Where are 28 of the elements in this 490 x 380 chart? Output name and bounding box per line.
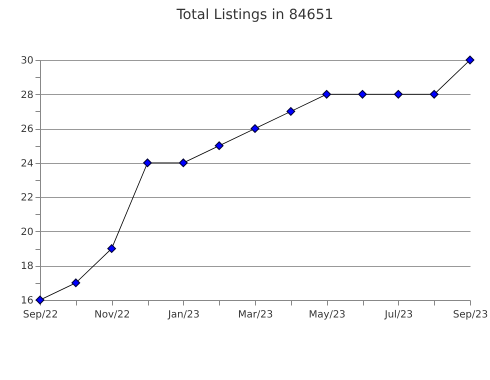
point (214, 141, 224, 150)
x-tick-label: Jul/23 (384, 310, 413, 320)
y-tick-label: 28 (20, 90, 34, 101)
point (143, 158, 152, 168)
y-tick-label: 20 (20, 226, 34, 238)
point (466, 56, 474, 64)
point (107, 244, 116, 253)
point (322, 90, 332, 99)
x-tick-label: May/23 (308, 310, 346, 320)
point (178, 158, 188, 168)
chart-title: Total Listings in 84651 (176, 7, 334, 24)
x-tick-label: Jan/23 (167, 310, 200, 320)
y-tick-label: 30 (20, 56, 34, 66)
x-tick-label: Mar/23 (238, 310, 273, 320)
y-tick-label: 18 (20, 261, 34, 272)
y-tick-label: 16 (20, 296, 34, 306)
y-tick-label: 26 (20, 124, 34, 136)
point (358, 90, 367, 99)
y-tick-label: 24 (20, 158, 34, 170)
x-tick-label: Sep/22 (23, 310, 58, 320)
point (430, 90, 439, 99)
point (250, 124, 260, 133)
point (394, 90, 403, 99)
x-tick-label: Nov/22 (94, 310, 130, 320)
point (71, 278, 80, 288)
x-tick-label: Sep/23 (453, 310, 488, 320)
point (286, 107, 296, 116)
y-tick-label: 22 (20, 192, 34, 204)
